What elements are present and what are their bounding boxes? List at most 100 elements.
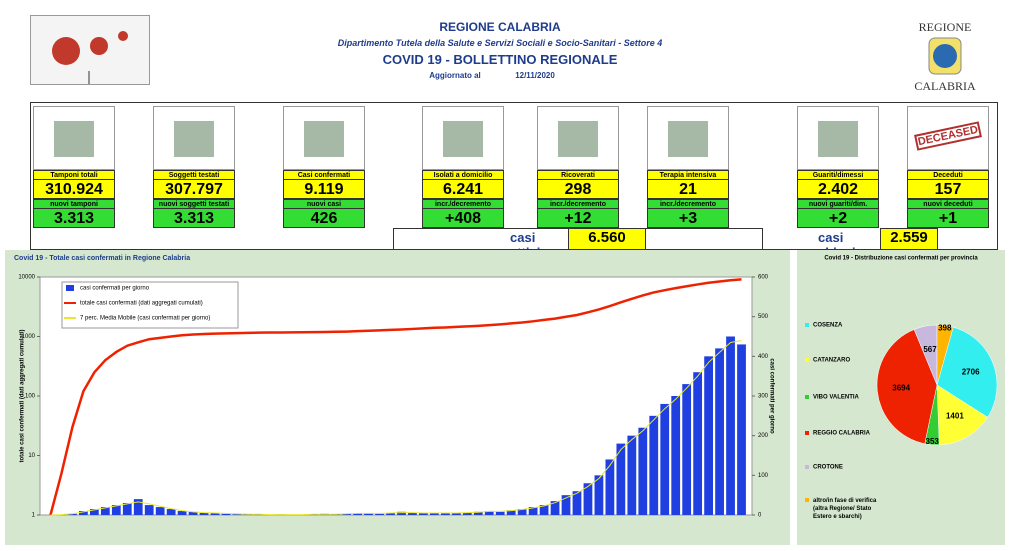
card-sub-value: +408 [422,208,504,228]
card-value: 307.797 [153,179,235,199]
legend-swatch [66,285,74,291]
card-icon [283,106,365,170]
card-value: 6.241 [422,179,504,199]
y-tick-label: 1000 [22,334,36,340]
virus-logo [30,15,150,85]
y2-tick-label: 400 [758,354,769,360]
y2-tick-label: 300 [758,394,769,400]
bar [122,503,132,515]
bar [726,336,735,515]
y-tick-label: 10000 [18,275,35,281]
pie-label: 2706 [962,367,980,376]
card-sub-value: 3.313 [153,208,235,228]
pie-label: 3694 [892,383,910,392]
legend-frame [61,281,239,329]
card-sub-value: +3 [647,208,729,228]
y2-tick-label: 100 [758,473,769,479]
bar [671,396,681,515]
legend-label: CATANZARO [813,358,850,364]
bar [364,513,373,515]
pie-label: 567 [923,345,937,354]
card-sub-value: +2 [797,208,879,228]
closed-value: 2.559 [880,228,938,250]
icon [668,121,708,157]
legend-label: REGGIO CALABRIA [813,431,871,437]
updated-date: 12/11/2020 [515,71,555,80]
card-icon [33,106,115,170]
bar [408,512,417,515]
card-icon [422,106,504,170]
legend-swatch [805,358,809,362]
pie-slice [936,384,988,446]
icon [443,121,483,157]
bar [166,509,176,515]
bar [144,505,154,515]
bar [451,512,461,515]
card-icon [907,106,989,170]
bar [188,511,198,515]
updated-label: Aggiornato al [429,71,481,80]
bar [430,513,439,515]
bar [232,514,242,515]
bar [594,475,604,515]
chart-title: Covid 19 - Totale casi confermati in Reg… [14,255,190,262]
pie-label: 398 [938,324,952,333]
bar [79,511,88,515]
title: COVID 19 - BOLLETTINO REGIONALE [382,52,618,67]
y2-axis-label: casi confermati per giorno [768,358,774,434]
pie-slice [936,324,954,386]
bar [210,513,220,515]
bar [715,348,724,515]
card-value: 298 [537,179,619,199]
y2-tick-label: 600 [758,275,769,281]
legend-swatch [805,465,809,469]
card-icon [153,106,235,170]
bar [353,513,362,515]
legend-label: altro/in fase di verifica (altra Regione/… [813,498,877,520]
bar [111,505,121,515]
bar [462,513,472,515]
legend-box-bg [62,282,238,297]
bar [583,483,593,515]
bar [638,427,648,515]
y2-tick-label: 500 [758,314,769,320]
legend-label: VIBO VALENTIA [813,395,860,401]
bar [199,513,209,515]
y-axis-label: totale casi confermati (dati aggregati c… [20,329,26,462]
icon [304,121,344,157]
card-icon [537,106,619,170]
bar [704,356,713,515]
bar [155,507,165,515]
bar [440,513,450,515]
bar [627,435,637,515]
icon [558,121,598,157]
legend-swatch [805,498,809,502]
bar [221,513,231,515]
pie-title: Covid 19 - Distribuzione casi confermati… [824,256,978,262]
card-icon [647,106,729,170]
bar [737,344,746,515]
legend-label: totale casi confermati (dati aggregati c… [80,301,203,307]
card-value: 21 [647,179,729,199]
y2-tick-label: 0 [758,513,762,519]
bar [550,501,560,515]
bar [616,443,626,515]
bar [649,415,659,515]
pie-slice [876,329,938,445]
bar [100,507,110,515]
logo-top: REGIONE [918,20,972,34]
card-sub-value: 3.313 [33,208,115,228]
card-sub-value: 426 [283,208,365,228]
region: REGIONE CALABRIA [439,20,561,34]
icon [818,121,858,157]
legend-box-bg [62,312,238,327]
virus-icon [52,31,128,84]
card-sub-value: +1 [907,208,989,228]
bar [693,372,703,515]
region-emblem [928,37,962,75]
legend-swatch [805,431,809,435]
legend-box-bg [62,297,238,312]
card-value: 157 [907,179,989,199]
bar [539,505,549,515]
